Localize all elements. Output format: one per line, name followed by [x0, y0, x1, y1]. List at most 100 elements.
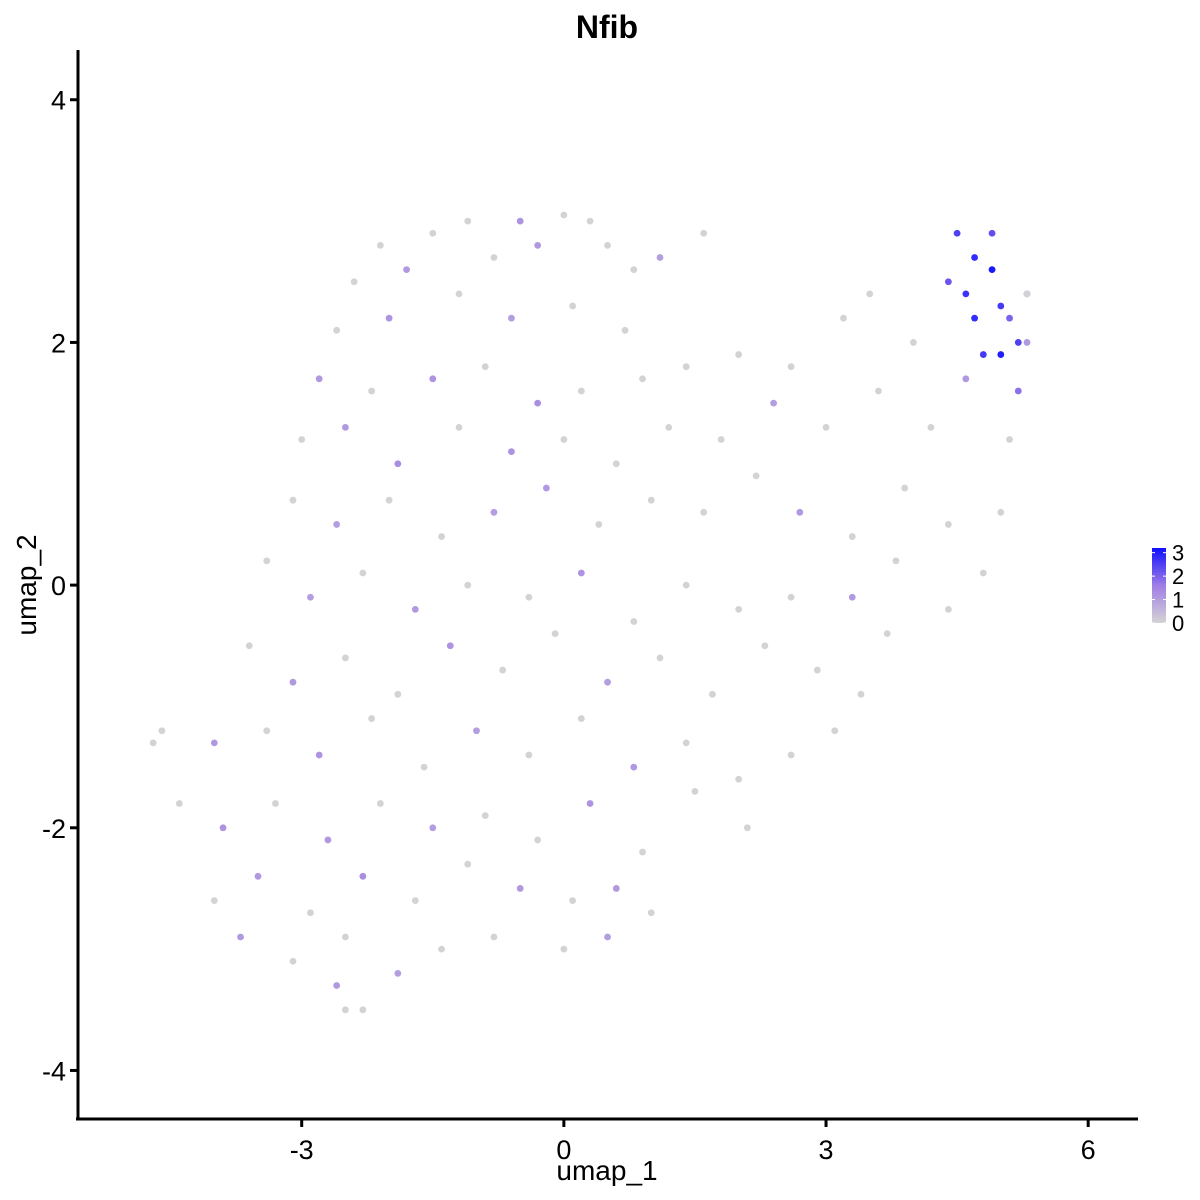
point	[962, 290, 970, 298]
point	[158, 727, 166, 735]
point	[490, 933, 498, 941]
point	[682, 363, 690, 371]
point	[289, 496, 297, 504]
point	[988, 266, 996, 274]
point	[342, 654, 349, 662]
point	[1023, 339, 1031, 346]
point	[761, 642, 769, 650]
point	[1014, 339, 1022, 346]
point	[665, 423, 673, 431]
point	[700, 229, 708, 237]
point	[350, 278, 358, 286]
point	[604, 933, 611, 941]
point	[315, 751, 323, 759]
point	[700, 508, 708, 516]
point	[866, 290, 874, 298]
point	[962, 375, 970, 383]
point	[333, 982, 341, 989]
point	[735, 351, 743, 358]
point	[237, 933, 244, 941]
point	[368, 387, 376, 395]
point	[1023, 290, 1031, 298]
point	[516, 885, 524, 892]
point	[359, 1006, 367, 1014]
point	[315, 375, 323, 383]
point	[359, 872, 367, 880]
x-tick-label: 3	[819, 1135, 834, 1165]
point	[639, 375, 646, 383]
point	[429, 824, 437, 832]
y-tick-label: -2	[42, 814, 66, 844]
point	[944, 605, 952, 613]
point	[508, 448, 515, 456]
point	[446, 642, 454, 650]
point	[813, 666, 821, 674]
point	[647, 909, 655, 917]
point	[481, 812, 489, 820]
point	[560, 436, 568, 443]
point	[307, 909, 314, 917]
point	[735, 605, 743, 613]
point	[464, 581, 472, 589]
point	[586, 800, 594, 807]
point	[927, 423, 935, 431]
point	[1006, 314, 1013, 322]
point	[848, 533, 856, 540]
point	[149, 739, 157, 747]
point	[848, 593, 856, 601]
point	[639, 848, 646, 856]
point	[342, 933, 349, 941]
point	[979, 569, 987, 577]
point	[473, 727, 480, 735]
y-tick-label: 2	[51, 328, 66, 358]
point	[542, 484, 550, 492]
y-tick-label: 4	[51, 86, 66, 116]
point	[481, 363, 489, 371]
point	[499, 666, 507, 674]
point	[787, 751, 795, 759]
point	[621, 326, 629, 334]
point	[368, 715, 376, 722]
point	[534, 399, 542, 407]
point	[534, 241, 542, 249]
point	[971, 314, 978, 322]
point	[1014, 387, 1022, 395]
point	[743, 824, 751, 832]
x-tick-label: -3	[290, 1135, 314, 1165]
point	[455, 290, 463, 298]
point	[324, 836, 332, 844]
point	[307, 593, 314, 601]
point	[403, 266, 410, 274]
point	[979, 351, 987, 358]
point	[910, 339, 917, 346]
point	[691, 787, 699, 795]
point	[394, 969, 402, 977]
point	[988, 229, 996, 237]
point	[857, 690, 865, 698]
point	[429, 229, 437, 237]
point	[630, 618, 638, 625]
y-tick-label: -4	[42, 1056, 66, 1086]
point	[656, 654, 664, 662]
point	[604, 678, 611, 686]
colorbar-tick-label: 0	[1172, 611, 1184, 636]
point	[560, 211, 568, 219]
point	[438, 945, 445, 953]
point	[612, 460, 620, 468]
y-tick-label: 0	[51, 571, 66, 601]
point	[577, 715, 585, 722]
point	[376, 800, 384, 807]
point	[534, 836, 542, 844]
point	[953, 229, 961, 237]
y-axis-label: umap_2	[11, 534, 42, 635]
point	[219, 824, 227, 832]
point	[569, 897, 577, 904]
colorbar	[1152, 548, 1166, 623]
point	[245, 642, 253, 650]
point	[525, 593, 533, 601]
point	[420, 763, 428, 771]
point	[822, 423, 830, 431]
point	[787, 593, 795, 601]
point	[525, 751, 533, 759]
point	[709, 690, 716, 698]
